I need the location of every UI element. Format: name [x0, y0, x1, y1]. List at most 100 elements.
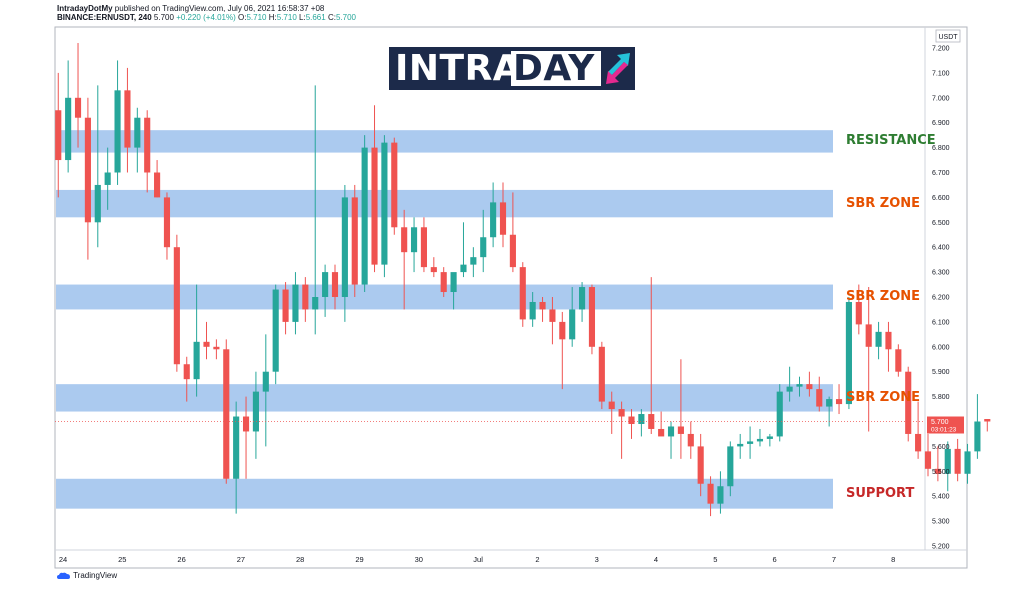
candle[interactable] [737, 433, 744, 459]
candle[interactable] [598, 341, 605, 410]
candle[interactable] [934, 446, 941, 482]
candle[interactable] [885, 321, 892, 372]
candle[interactable] [401, 209, 408, 310]
candle[interactable] [677, 359, 684, 459]
candle[interactable] [687, 421, 694, 459]
candle[interactable] [964, 443, 971, 484]
candle[interactable] [954, 438, 961, 482]
candle[interactable] [163, 192, 171, 260]
candle[interactable] [539, 297, 546, 322]
candle[interactable] [875, 321, 882, 360]
candle[interactable] [104, 147, 111, 210]
candle[interactable] [292, 272, 299, 335]
candle[interactable] [766, 433, 773, 447]
candle[interactable] [420, 217, 428, 273]
candle[interactable] [282, 282, 289, 335]
candle[interactable] [134, 107, 141, 173]
candle[interactable] [559, 311, 566, 390]
candle[interactable] [816, 376, 823, 412]
candle[interactable] [74, 43, 82, 148]
candle[interactable] [638, 409, 645, 437]
candle[interactable] [203, 321, 210, 360]
candle[interactable] [114, 60, 121, 185]
candle[interactable] [213, 339, 220, 360]
candle[interactable] [233, 401, 240, 514]
candle[interactable] [727, 441, 734, 497]
candle[interactable] [806, 371, 813, 397]
candle[interactable] [579, 282, 586, 322]
candle[interactable] [588, 284, 596, 355]
candle[interactable] [865, 287, 872, 432]
candle[interactable] [796, 376, 803, 397]
candle[interactable] [331, 264, 339, 310]
candle[interactable] [924, 433, 932, 477]
candle[interactable] [371, 105, 378, 273]
candle[interactable] [480, 209, 487, 273]
candle[interactable] [341, 184, 348, 322]
candle[interactable] [460, 222, 467, 278]
candle[interactable] [845, 297, 852, 410]
candle[interactable] [440, 267, 447, 297]
candle[interactable] [391, 137, 398, 235]
candle[interactable] [944, 441, 951, 492]
candle[interactable] [84, 97, 91, 260]
candle[interactable] [94, 85, 101, 248]
candle[interactable] [756, 428, 764, 447]
candle[interactable] [905, 366, 912, 442]
candle[interactable] [717, 471, 724, 514]
candle[interactable] [154, 160, 161, 198]
candle[interactable] [262, 334, 269, 447]
candle[interactable] [707, 476, 714, 517]
candle[interactable] [697, 433, 704, 497]
candle[interactable] [915, 401, 922, 459]
candle[interactable] [835, 384, 843, 415]
open-value: 5.710 [246, 13, 267, 22]
candle[interactable] [312, 85, 319, 335]
candle[interactable] [351, 184, 358, 297]
candle[interactable] [55, 72, 62, 198]
candle[interactable] [302, 277, 309, 322]
candle[interactable] [361, 135, 368, 293]
candle[interactable] [381, 135, 388, 278]
candle[interactable] [252, 371, 259, 459]
candle[interactable] [173, 234, 180, 372]
candle[interactable] [776, 384, 783, 442]
price-axis[interactable]: 7.200 7.100 7.000 6.900 6.800 6.700 6.600 6.500… [932, 46, 950, 551]
candle[interactable] [974, 394, 981, 459]
candle[interactable] [430, 257, 437, 278]
candle[interactable] [519, 262, 526, 327]
candle[interactable] [529, 292, 536, 327]
candle[interactable] [450, 272, 457, 310]
candle[interactable] [124, 67, 131, 173]
candle[interactable] [322, 264, 329, 317]
candle[interactable] [855, 284, 862, 335]
candle[interactable] [549, 297, 556, 345]
candle[interactable] [65, 60, 72, 173]
candle[interactable] [826, 396, 833, 427]
candle[interactable] [984, 419, 991, 432]
candle[interactable] [410, 217, 418, 273]
candle[interactable] [667, 421, 675, 459]
candle[interactable] [648, 277, 655, 434]
candle[interactable] [786, 366, 793, 402]
candle[interactable] [272, 284, 279, 385]
candle[interactable] [490, 182, 497, 248]
candle[interactable] [144, 110, 151, 193]
candle[interactable] [193, 284, 200, 397]
candle[interactable] [223, 339, 230, 484]
candle[interactable] [569, 287, 576, 347]
time-axis[interactable]: 24 25 26 27 28 29 30 Jul 2 3 4 5 6 7 8 [59, 555, 895, 564]
candle[interactable] [499, 182, 507, 248]
candle[interactable] [509, 192, 516, 273]
candle[interactable] [242, 396, 250, 479]
candle[interactable] [895, 344, 902, 377]
high-label: H: [268, 13, 277, 22]
candle[interactable] [470, 247, 477, 278]
candle[interactable] [618, 401, 625, 459]
candle[interactable] [658, 411, 665, 437]
candle[interactable] [747, 426, 754, 459]
candle[interactable] [628, 409, 635, 439]
candle[interactable] [608, 391, 615, 434]
candle[interactable] [183, 356, 190, 402]
